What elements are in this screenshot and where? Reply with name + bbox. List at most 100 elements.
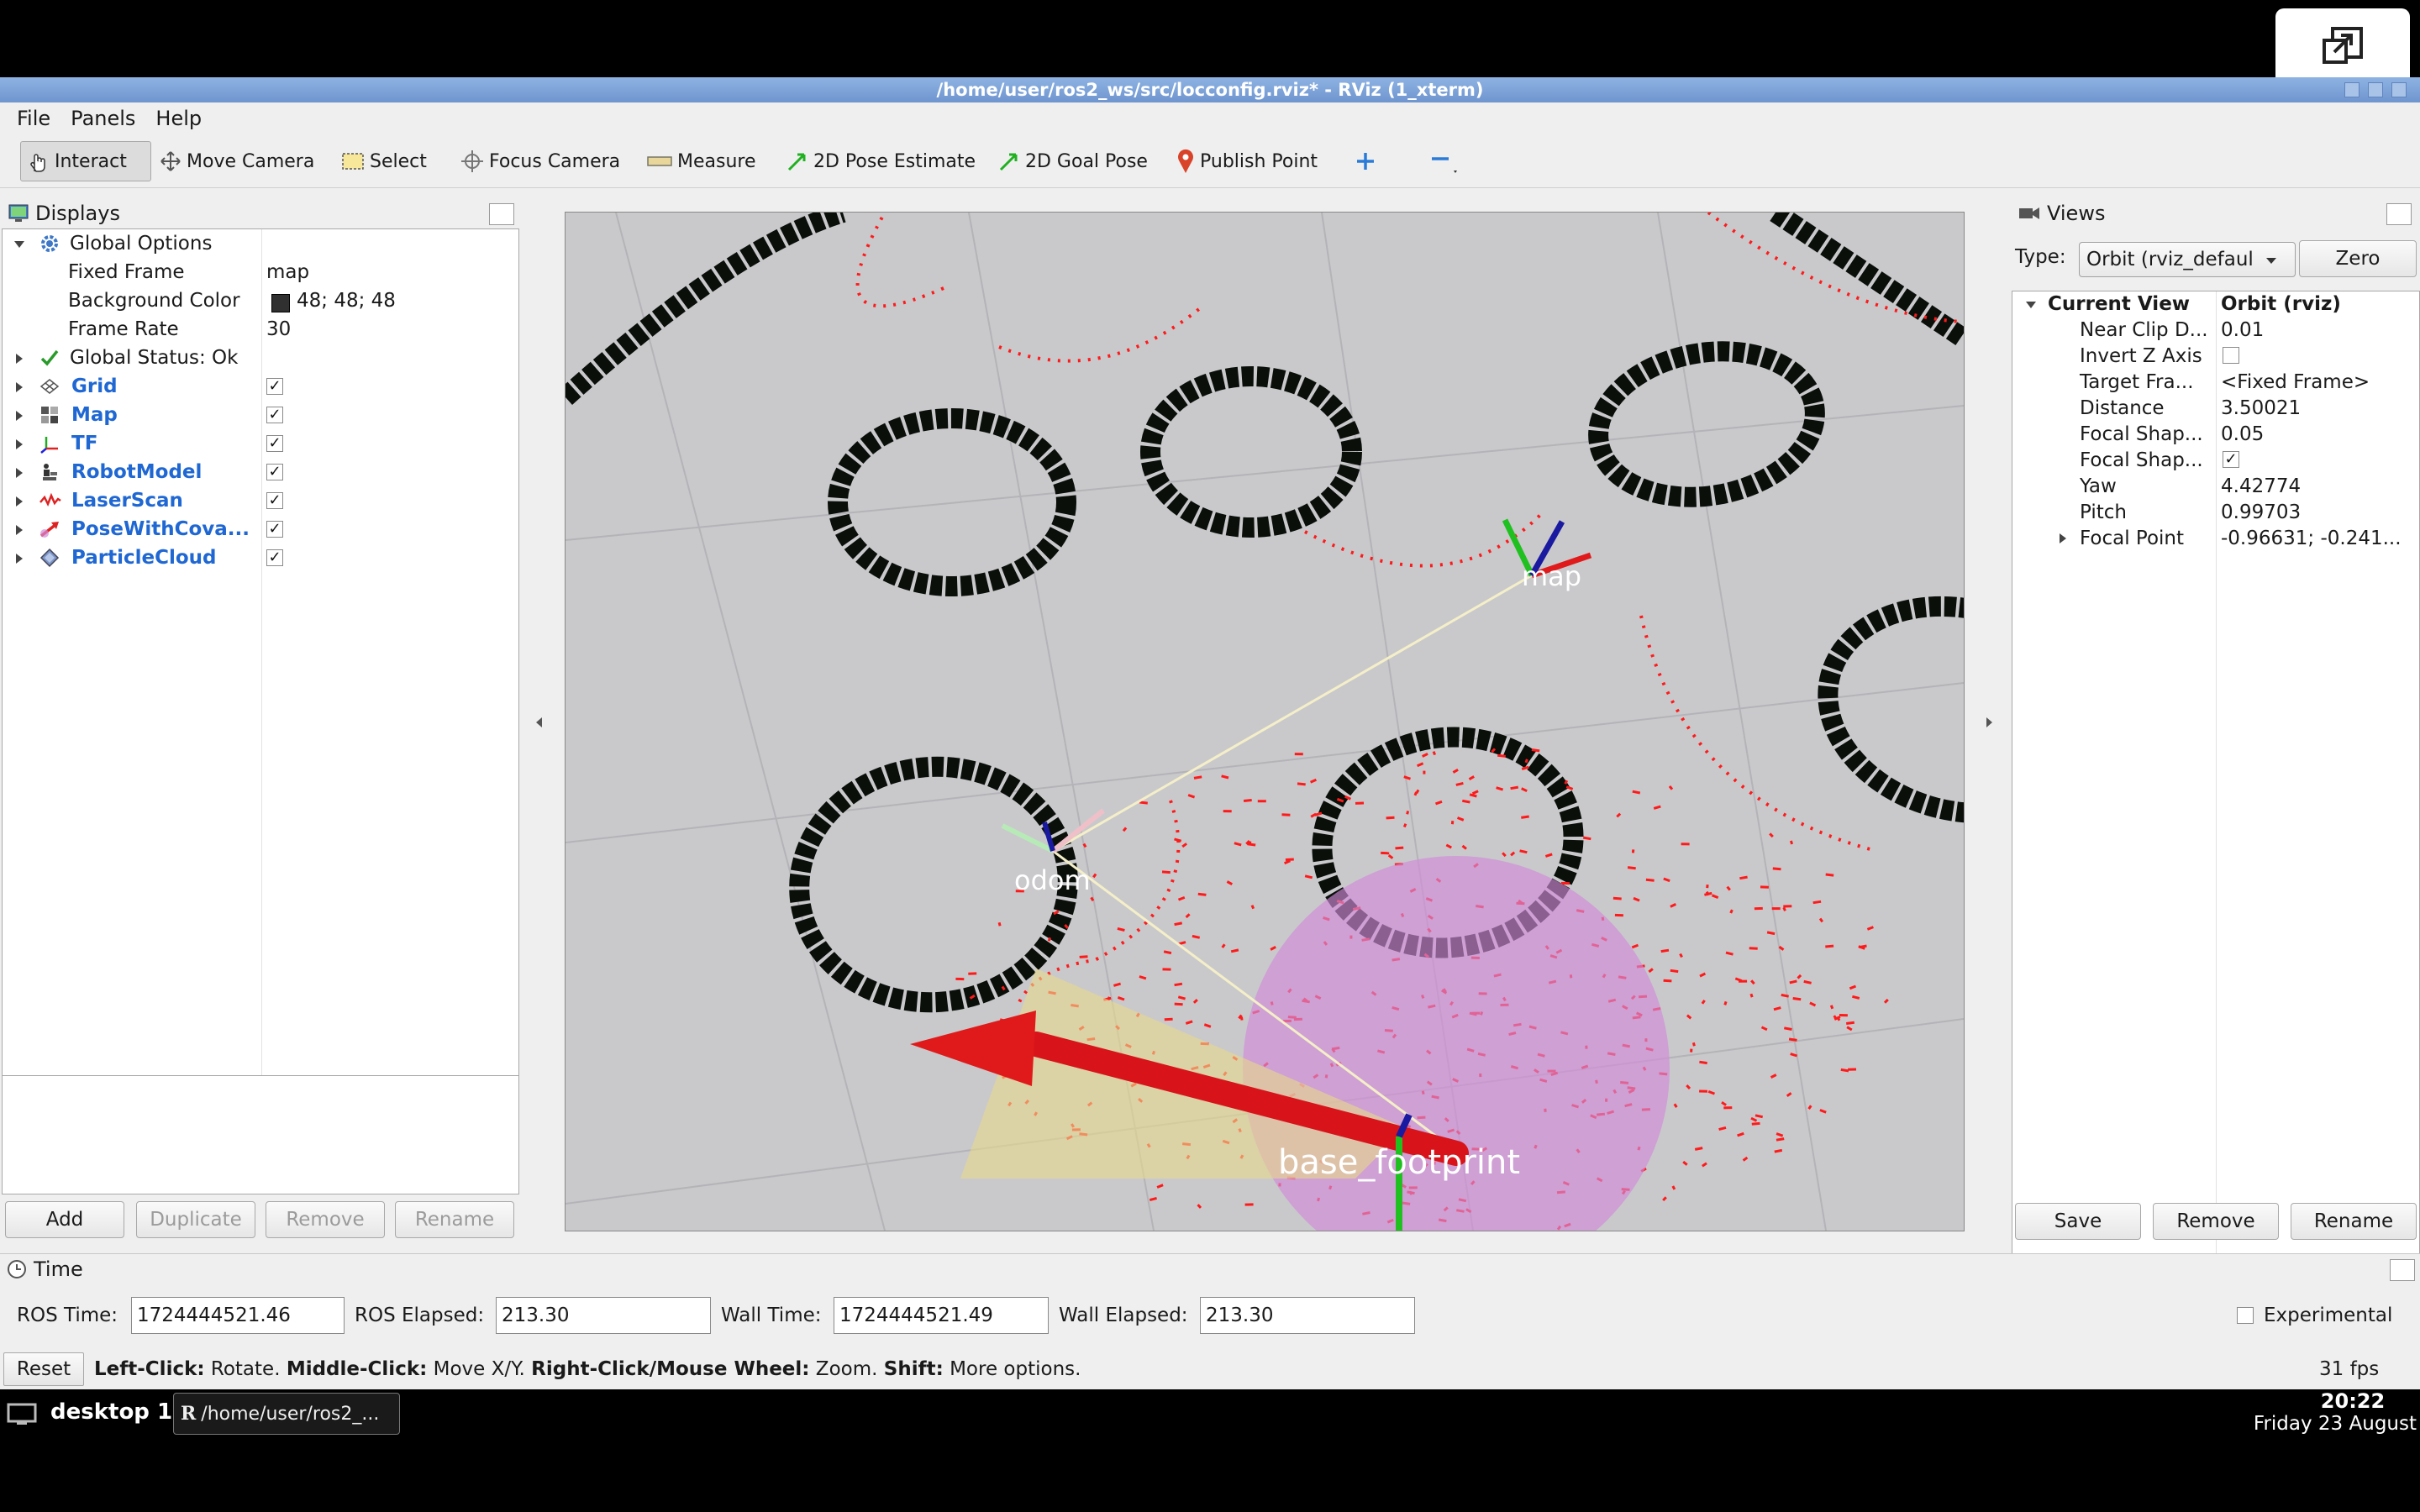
collapse-arrow[interactable] — [2026, 302, 2036, 308]
add-tool-button[interactable] — [1348, 141, 1383, 181]
pose-estimate-tool[interactable]: 2D Pose Estimate — [780, 141, 982, 181]
menu-file[interactable]: File — [17, 107, 51, 130]
wall-time-field[interactable]: 1724444521.49 — [834, 1297, 1049, 1334]
toolbar: Interact Move Camera Select Focus Camera… — [0, 134, 2420, 188]
view-prop-value[interactable]: 0.01 — [2221, 318, 2265, 341]
display-grid-checkbox[interactable]: ✓ — [266, 378, 283, 395]
display-map[interactable]: Map — [39, 401, 118, 429]
display-map-checkbox[interactable]: ✓ — [266, 407, 283, 423]
frame-rate-value[interactable]: 30 — [266, 318, 292, 340]
view-type-select[interactable]: Orbit (rviz_defaul — [2079, 242, 2296, 277]
view-prop-value[interactable]: 3.50021 — [2221, 396, 2302, 419]
display-tf-label: TF — [71, 433, 98, 454]
save-view-button[interactable]: Save — [2015, 1203, 2141, 1240]
measure-tool[interactable]: Measure — [640, 141, 763, 181]
display-grid[interactable]: Grid — [39, 372, 118, 401]
taskbar-rviz-task[interactable]: R /home/user/ros2_... — [173, 1393, 400, 1435]
expand-arrow[interactable] — [16, 354, 23, 364]
display-tf[interactable]: TF — [39, 429, 97, 458]
menu-launcher[interactable] — [7, 1401, 37, 1431]
expand-arrow[interactable] — [16, 411, 23, 421]
view-prop-value[interactable]: <Fixed Frame> — [2221, 370, 2370, 393]
display-posewithcovariance-checkbox[interactable]: ✓ — [266, 521, 283, 538]
display-robotmodel[interactable]: RobotModel — [39, 458, 202, 486]
add-display-button[interactable]: Add — [5, 1201, 124, 1238]
expand-arrow[interactable] — [2060, 533, 2066, 543]
view-prop-value[interactable]: -0.96631; -0.241... — [2221, 527, 2402, 549]
close-button[interactable] — [2391, 82, 2407, 97]
display-particlecloud-label: ParticleCloud — [71, 547, 217, 569]
ros-time-field[interactable]: 1724444521.46 — [131, 1297, 345, 1334]
duplicate-display-button[interactable]: Duplicate — [136, 1201, 255, 1238]
global-options-row[interactable]: Global Options — [39, 229, 212, 258]
views-undock-button[interactable] — [2386, 203, 2412, 225]
views-tree: Current View Orbit (rviz) Near Clip D...… — [2012, 291, 2420, 1271]
view-prop-value[interactable]: 0.99703 — [2221, 501, 2302, 523]
background-color-value[interactable]: 48; 48; 48 — [297, 290, 396, 312]
experimental-label: Experimental — [2264, 1305, 2393, 1326]
focal-shape-fixed-checkbox[interactable]: ✓ — [2223, 451, 2239, 468]
particle-cloud-icon — [39, 548, 60, 568]
goal-pose-tool[interactable]: 2D Goal Pose — [992, 141, 1155, 181]
expand-arrow[interactable] — [16, 496, 23, 507]
menu-panels[interactable]: Panels — [71, 107, 136, 130]
monitor-icon — [8, 204, 29, 222]
expand-arrow[interactable] — [16, 525, 23, 535]
collapse-arrow[interactable] — [14, 241, 24, 248]
expand-arrow[interactable] — [16, 468, 23, 478]
desktop-switcher[interactable]: desktop 1 — [50, 1399, 173, 1425]
display-robotmodel-checkbox[interactable]: ✓ — [266, 464, 283, 480]
maximize-button[interactable] — [2368, 82, 2383, 97]
clock-time: 20:22 — [2320, 1389, 2386, 1413]
collapse-left-handle[interactable] — [536, 717, 542, 727]
remove-tool-button[interactable] — [1422, 141, 1469, 181]
invert-z-checkbox[interactable] — [2223, 347, 2239, 364]
rename-view-button[interactable]: Rename — [2291, 1203, 2417, 1240]
display-posewithcovariance[interactable]: PoseWithCova... — [39, 515, 250, 543]
fixed-frame-label: Fixed Frame — [68, 261, 185, 283]
fixed-frame-value[interactable]: map — [266, 261, 310, 283]
ros-elapsed-field[interactable]: 213.30 — [496, 1297, 711, 1334]
focus-camera-tool[interactable]: Focus Camera — [454, 141, 627, 181]
robot-icon — [43, 464, 57, 480]
restore-window-button[interactable] — [2275, 8, 2410, 86]
select-tool[interactable]: Select — [334, 141, 434, 181]
minus-icon — [1432, 157, 1457, 173]
global-status-label: Global Status: Ok — [70, 347, 239, 369]
hint-shift: Shift: — [883, 1358, 944, 1380]
render-viewport[interactable]: map odom base_footprint — [565, 212, 1965, 1231]
remove-display-button[interactable]: Remove — [266, 1201, 385, 1238]
expand-arrow[interactable] — [16, 439, 23, 449]
time-undock-button[interactable] — [2390, 1259, 2415, 1281]
expand-arrow[interactable] — [16, 554, 23, 564]
display-particlecloud[interactable]: ParticleCloud — [39, 543, 217, 572]
display-particlecloud-checkbox[interactable]: ✓ — [266, 549, 283, 566]
remove-view-button[interactable]: Remove — [2153, 1203, 2279, 1240]
publish-point-tool[interactable]: Publish Point — [1170, 141, 1324, 181]
zero-view-button[interactable]: Zero — [2299, 240, 2417, 277]
minimize-button[interactable] — [2344, 82, 2360, 97]
menu-help[interactable]: Help — [155, 107, 203, 130]
pose-arrow-icon — [39, 522, 59, 538]
collapse-right-handle[interactable] — [1986, 717, 1992, 727]
view-prop-value[interactable]: 0.05 — [2221, 423, 2265, 445]
window-titlebar: /home/user/ros2_ws/src/locconfig.rviz* -… — [0, 77, 2420, 102]
view-prop-value[interactable]: 4.42774 — [2221, 475, 2302, 497]
expand-arrow[interactable] — [16, 382, 23, 392]
rename-display-button[interactable]: Rename — [395, 1201, 514, 1238]
display-tf-checkbox[interactable]: ✓ — [266, 435, 283, 452]
gear-icon — [41, 235, 58, 252]
global-status-row[interactable]: Global Status: Ok — [39, 344, 238, 372]
move-camera-tool[interactable]: Move Camera — [153, 141, 321, 181]
wall-elapsed-field[interactable]: 213.30 — [1200, 1297, 1415, 1334]
displays-undock-button[interactable] — [489, 203, 514, 225]
display-laserscan[interactable]: LaserScan — [39, 486, 183, 515]
color-swatch[interactable] — [271, 294, 290, 312]
experimental-checkbox[interactable] — [2237, 1307, 2254, 1324]
display-laserscan-checkbox[interactable]: ✓ — [266, 492, 283, 509]
interact-tool[interactable]: Interact — [20, 141, 151, 181]
hint-left-click: Left-Click: — [94, 1358, 205, 1380]
scene-3d[interactable]: map odom base_footprint — [566, 213, 1964, 1231]
view-prop-label: Focal Point — [2080, 527, 2185, 549]
reset-button[interactable]: Reset — [3, 1352, 84, 1386]
